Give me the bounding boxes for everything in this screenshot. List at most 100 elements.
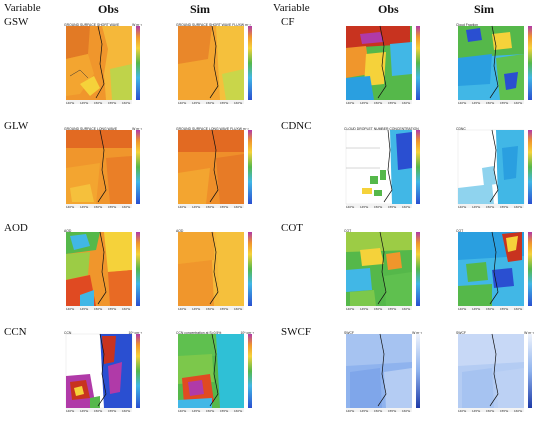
gsw-obs-unit: W m⁻² xyxy=(132,23,142,27)
longitude-tick-label: 155°E xyxy=(220,409,229,413)
cot-obs-title: COT xyxy=(344,229,352,233)
right-obs-header: Obs xyxy=(378,2,399,16)
longitude-tick-label: 150°E xyxy=(94,205,103,209)
longitude-tick-label: 160°E xyxy=(514,205,523,209)
longitude-tick-label: 160°E xyxy=(402,307,411,311)
ccn-obs-map: CCN 10⁶ cm⁻³ xyxy=(60,322,146,418)
longitude-tick-label: 155°E xyxy=(108,205,117,209)
longitude-tick-label: 140°E xyxy=(346,307,355,311)
longitude-tick-label: 150°E xyxy=(206,101,215,105)
longitude-tick-label: 140°E xyxy=(66,307,75,311)
swcf-sim-unit: W m⁻² xyxy=(524,331,534,335)
longitude-tick-label: 160°E xyxy=(234,307,243,311)
cot-obs-map: COT xyxy=(340,220,426,316)
longitude-tick-label: 145°E xyxy=(472,307,481,311)
cot-sim-map: COT xyxy=(452,220,538,316)
gsw-sim-title: GROUND SURFACE SHORT WAVE FLUXW m⁻² xyxy=(176,23,251,27)
longitude-tick-label: 145°E xyxy=(360,409,369,413)
longitude-tick-label: 145°E xyxy=(80,307,89,311)
row-label-cdnc: CDNC xyxy=(281,120,312,132)
longitude-tick-label: 145°E xyxy=(192,409,201,413)
longitude-tick-label: 150°E xyxy=(486,205,495,209)
ccn-obs-title: CCN xyxy=(64,331,72,335)
longitude-tick-label: 140°E xyxy=(346,101,355,105)
longitude-tick-label: 150°E xyxy=(206,307,215,311)
glw-sim-title: GROUND SURFACE LONG WAVE FLUXW m⁻² xyxy=(176,127,249,131)
longitude-tick-label: 140°E xyxy=(178,101,187,105)
longitude-tick-label: 145°E xyxy=(192,101,201,105)
longitude-tick-label: 155°E xyxy=(108,409,117,413)
longitude-tick-label: 145°E xyxy=(472,101,481,105)
longitude-tick-label: 140°E xyxy=(346,205,355,209)
longitude-tick-label: 155°E xyxy=(500,205,509,209)
longitude-tick-label: 155°E xyxy=(500,307,509,311)
row-label-ccn: CCN xyxy=(4,326,27,338)
longitude-tick-label: 145°E xyxy=(192,307,201,311)
longitude-tick-label: 145°E xyxy=(360,101,369,105)
longitude-tick-label: 160°E xyxy=(122,205,131,209)
left-sim-header: Sim xyxy=(190,2,211,16)
cdnc-sim-map: CDNC xyxy=(452,118,538,214)
cf-sim-title: Cloud Fraction xyxy=(456,23,479,27)
longitude-tick-label: 150°E xyxy=(94,409,103,413)
row-label-swcf: SWCF xyxy=(281,326,311,338)
row-label-cf: CF xyxy=(281,16,295,28)
left-obs-header: Obs xyxy=(98,2,119,16)
gsw-sim-map: GROUND SURFACE SHORT WAVE FLUXW m⁻² xyxy=(172,14,258,110)
glw-sim-map: GROUND SURFACE LONG WAVE FLUXW m⁻² xyxy=(172,118,258,214)
cdnc-obs-title: CLOUD DROPLET NUMBER CONCENTRATION xyxy=(344,127,419,131)
row-label-glw: GLW xyxy=(4,120,29,132)
longitude-tick-label: 140°E xyxy=(66,205,75,209)
longitude-tick-label: 150°E xyxy=(94,101,103,105)
longitude-tick-label: 155°E xyxy=(220,307,229,311)
longitude-tick-label: 150°E xyxy=(374,307,383,311)
longitude-tick-label: 145°E xyxy=(80,205,89,209)
left-variable-header: Variable xyxy=(4,2,41,14)
longitude-tick-label: 150°E xyxy=(94,307,103,311)
longitude-tick-label: 155°E xyxy=(108,101,117,105)
longitude-tick-label: 155°E xyxy=(388,307,397,311)
longitude-tick-label: 140°E xyxy=(178,307,187,311)
longitude-tick-label: 140°E xyxy=(346,409,355,413)
longitude-tick-label: 160°E xyxy=(514,101,523,105)
aod-sim-title: AOD xyxy=(176,229,184,233)
longitude-tick-label: 145°E xyxy=(472,205,481,209)
longitude-tick-label: 160°E xyxy=(234,101,243,105)
longitude-tick-label: 140°E xyxy=(178,409,187,413)
cf-sim-map: Cloud Fraction xyxy=(452,14,538,110)
longitude-tick-label: 145°E xyxy=(472,409,481,413)
longitude-tick-label: 155°E xyxy=(500,409,509,413)
longitude-tick-label: 150°E xyxy=(374,409,383,413)
longitude-tick-label: 160°E xyxy=(122,409,131,413)
longitude-tick-label: 150°E xyxy=(486,101,495,105)
swcf-obs-title: SWCF xyxy=(344,331,354,335)
cf-obs-map xyxy=(340,14,426,110)
longitude-tick-label: 155°E xyxy=(388,409,397,413)
glw-obs-unit: W m⁻² xyxy=(132,127,142,131)
longitude-tick-label: 160°E xyxy=(514,409,523,413)
longitude-tick-label: 150°E xyxy=(486,409,495,413)
aod-obs-map: AOD xyxy=(60,220,146,316)
row-label-aod: AOD xyxy=(4,222,28,234)
ccn-sim-title: CCN concentration at S=0.5% xyxy=(176,331,222,335)
longitude-tick-label: 140°E xyxy=(458,205,467,209)
row-label-cot: COT xyxy=(281,222,303,234)
aod-obs-title: AOD xyxy=(64,229,72,233)
right-variable-header: Variable xyxy=(273,2,310,14)
longitude-tick-label: 155°E xyxy=(108,307,117,311)
cot-sim-title: COT xyxy=(456,229,464,233)
longitude-tick-label: 160°E xyxy=(402,409,411,413)
longitude-tick-label: 155°E xyxy=(220,205,229,209)
longitude-tick-label: 145°E xyxy=(360,205,369,209)
longitude-tick-label: 160°E xyxy=(402,205,411,209)
ccn-sim-unit: 10⁶ cm⁻³ xyxy=(240,331,254,335)
swcf-sim-map: SWCF W m⁻² xyxy=(452,322,538,418)
longitude-tick-label: 140°E xyxy=(458,307,467,311)
aod-sim-map: AOD xyxy=(172,220,258,316)
longitude-tick-label: 150°E xyxy=(374,101,383,105)
glw-obs-title: GROUND SURFACE LONG WAVE xyxy=(64,127,118,131)
gsw-obs-title: GROUND SURFACE SHORT WAVE xyxy=(64,23,120,27)
longitude-tick-label: 150°E xyxy=(486,307,495,311)
longitude-tick-label: 160°E xyxy=(122,101,131,105)
longitude-tick-label: 155°E xyxy=(500,101,509,105)
